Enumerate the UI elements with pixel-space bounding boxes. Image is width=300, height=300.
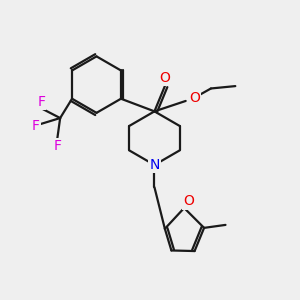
Text: O: O bbox=[159, 71, 170, 85]
Text: O: O bbox=[183, 194, 194, 208]
Text: N: N bbox=[149, 158, 160, 172]
Text: F: F bbox=[32, 119, 40, 133]
Text: F: F bbox=[37, 95, 45, 109]
Text: F: F bbox=[53, 139, 61, 153]
Text: O: O bbox=[189, 91, 200, 105]
